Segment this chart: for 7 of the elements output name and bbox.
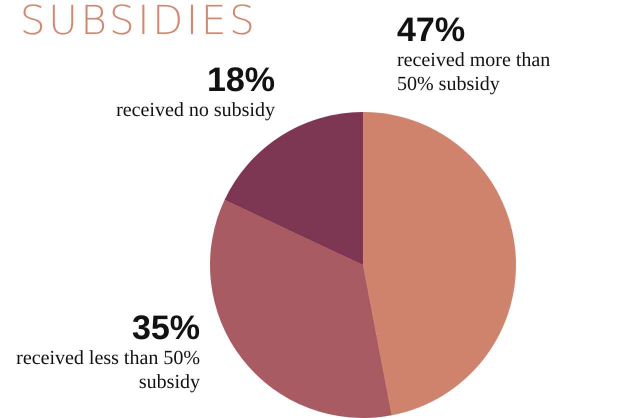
slice-label: received less than 50% subsidy — [15, 346, 200, 394]
slice-label: received no subsidy — [115, 98, 275, 122]
slice-label: received more than 50% subsidy — [397, 48, 552, 96]
chart-title: SUBSIDIES — [20, 0, 258, 44]
data-label: 47% — [397, 11, 466, 49]
data-label: 18% — [206, 61, 275, 99]
data-label: 35% — [130, 309, 200, 347]
